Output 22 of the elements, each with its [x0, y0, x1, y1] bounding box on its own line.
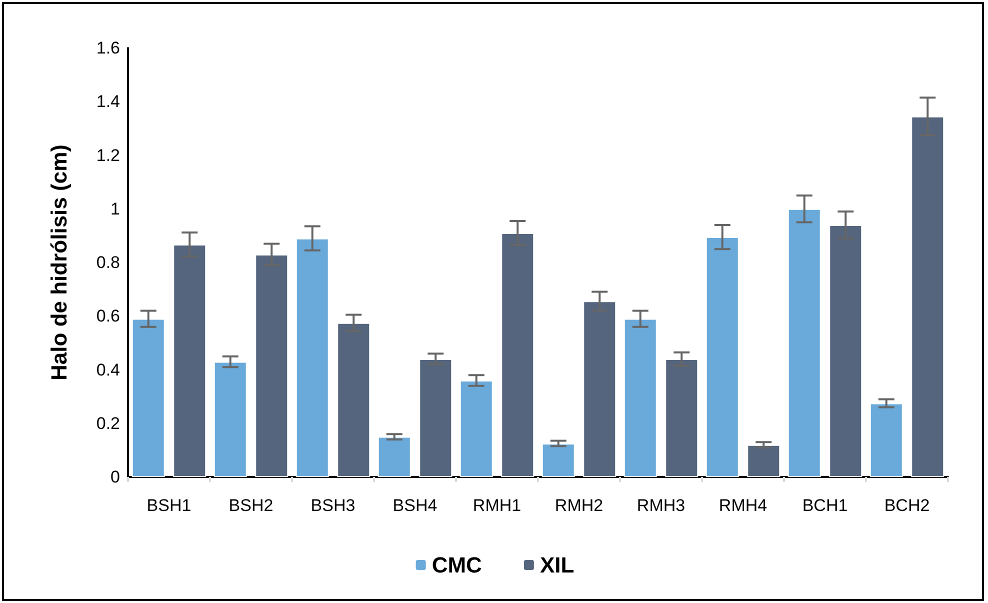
- x-tick-label: RMH1: [472, 496, 522, 515]
- x-tick-label: BSH4: [392, 496, 438, 515]
- x-tick-label: RMH3: [636, 496, 686, 515]
- y-tick-label: 0.8: [96, 253, 120, 272]
- y-tick-label: 1: [110, 199, 120, 218]
- y-tick-label: 1.6: [96, 38, 120, 58]
- x-tick-label: BSH1: [146, 496, 192, 515]
- x-tick-label: BSH3: [310, 496, 356, 515]
- legend-label: CMC: [432, 552, 482, 578]
- y-tick-label: 1.4: [96, 92, 120, 112]
- x-tick-label: BCH1: [802, 496, 848, 515]
- y-tick-label: 1.2: [96, 146, 120, 165]
- x-tick-label: RMH4: [718, 496, 768, 515]
- y-tick-label: 0.4: [96, 360, 120, 380]
- legend-label: XIL: [540, 552, 574, 578]
- y-tick-label: 0: [110, 468, 120, 486]
- y-tick-label: 0.6: [96, 306, 120, 326]
- y-tick-label: 0.2: [96, 414, 120, 433]
- x-tick-label: BSH2: [228, 496, 274, 515]
- y-axis-title: Halo de hidrólisis (cm): [46, 144, 72, 380]
- x-tick-label: RMH2: [554, 496, 604, 515]
- x-tick-label: BCH2: [884, 496, 930, 515]
